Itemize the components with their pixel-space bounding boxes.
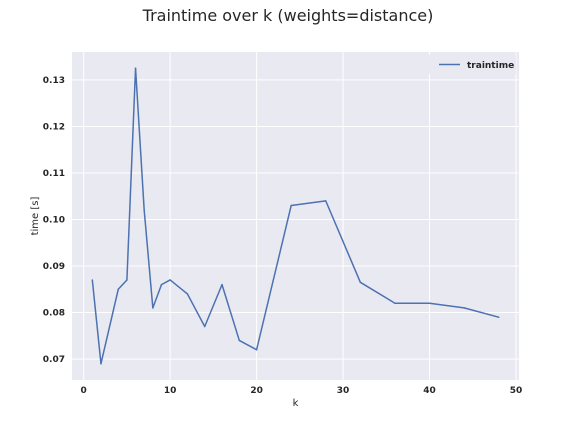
x-tick-label: 30	[337, 386, 350, 396]
data-point	[134, 67, 137, 70]
data-point	[117, 288, 120, 291]
x-tick-label: 10	[164, 386, 177, 396]
y-tick-label: 0.07	[43, 355, 65, 365]
y-axis-label: time [s]	[30, 197, 41, 236]
data-point	[126, 279, 128, 281]
legend: traintime	[428, 55, 516, 74]
y-tick-label: 0.08	[43, 309, 65, 319]
series-layer	[91, 67, 500, 365]
data-point	[325, 200, 327, 202]
x-tick-label: 40	[423, 386, 436, 396]
x-tick-label: 0	[81, 386, 87, 396]
data-point	[359, 281, 362, 284]
data-point	[91, 279, 94, 281]
data-point	[160, 283, 163, 286]
data-point	[203, 325, 206, 328]
data-point	[238, 339, 241, 342]
y-tick-label: 0.11	[43, 169, 65, 179]
data-point	[221, 283, 223, 286]
y-tick-label: 0.13	[43, 76, 65, 86]
tick-labels: 0 10 20 30 40 50 0.07 0.08 0.09 0.10 0.11 0.12 0.13	[43, 76, 522, 396]
data-point	[143, 209, 145, 211]
x-tick-label: 50	[510, 386, 523, 396]
x-axis-label: k	[293, 398, 299, 409]
data-point	[255, 349, 258, 351]
data-point	[100, 362, 102, 365]
legend-label-traintime: traintime	[467, 61, 514, 71]
data-point	[497, 316, 500, 318]
plot-area	[72, 52, 519, 380]
data-point	[152, 307, 154, 309]
y-tick-label: 0.09	[43, 262, 65, 272]
data-point	[290, 204, 292, 207]
x-tick-label: 20	[250, 386, 263, 396]
chart-title: Traintime over k (weights=distance)	[142, 6, 434, 25]
legend-box	[428, 55, 516, 74]
data-point	[186, 293, 189, 295]
y-tick-label: 0.10	[43, 215, 65, 225]
data-point	[463, 307, 465, 309]
data-point	[394, 302, 396, 304]
y-tick-label: 0.12	[43, 122, 65, 132]
grid	[72, 52, 519, 380]
data-point	[169, 279, 171, 281]
data-point	[428, 302, 431, 304]
